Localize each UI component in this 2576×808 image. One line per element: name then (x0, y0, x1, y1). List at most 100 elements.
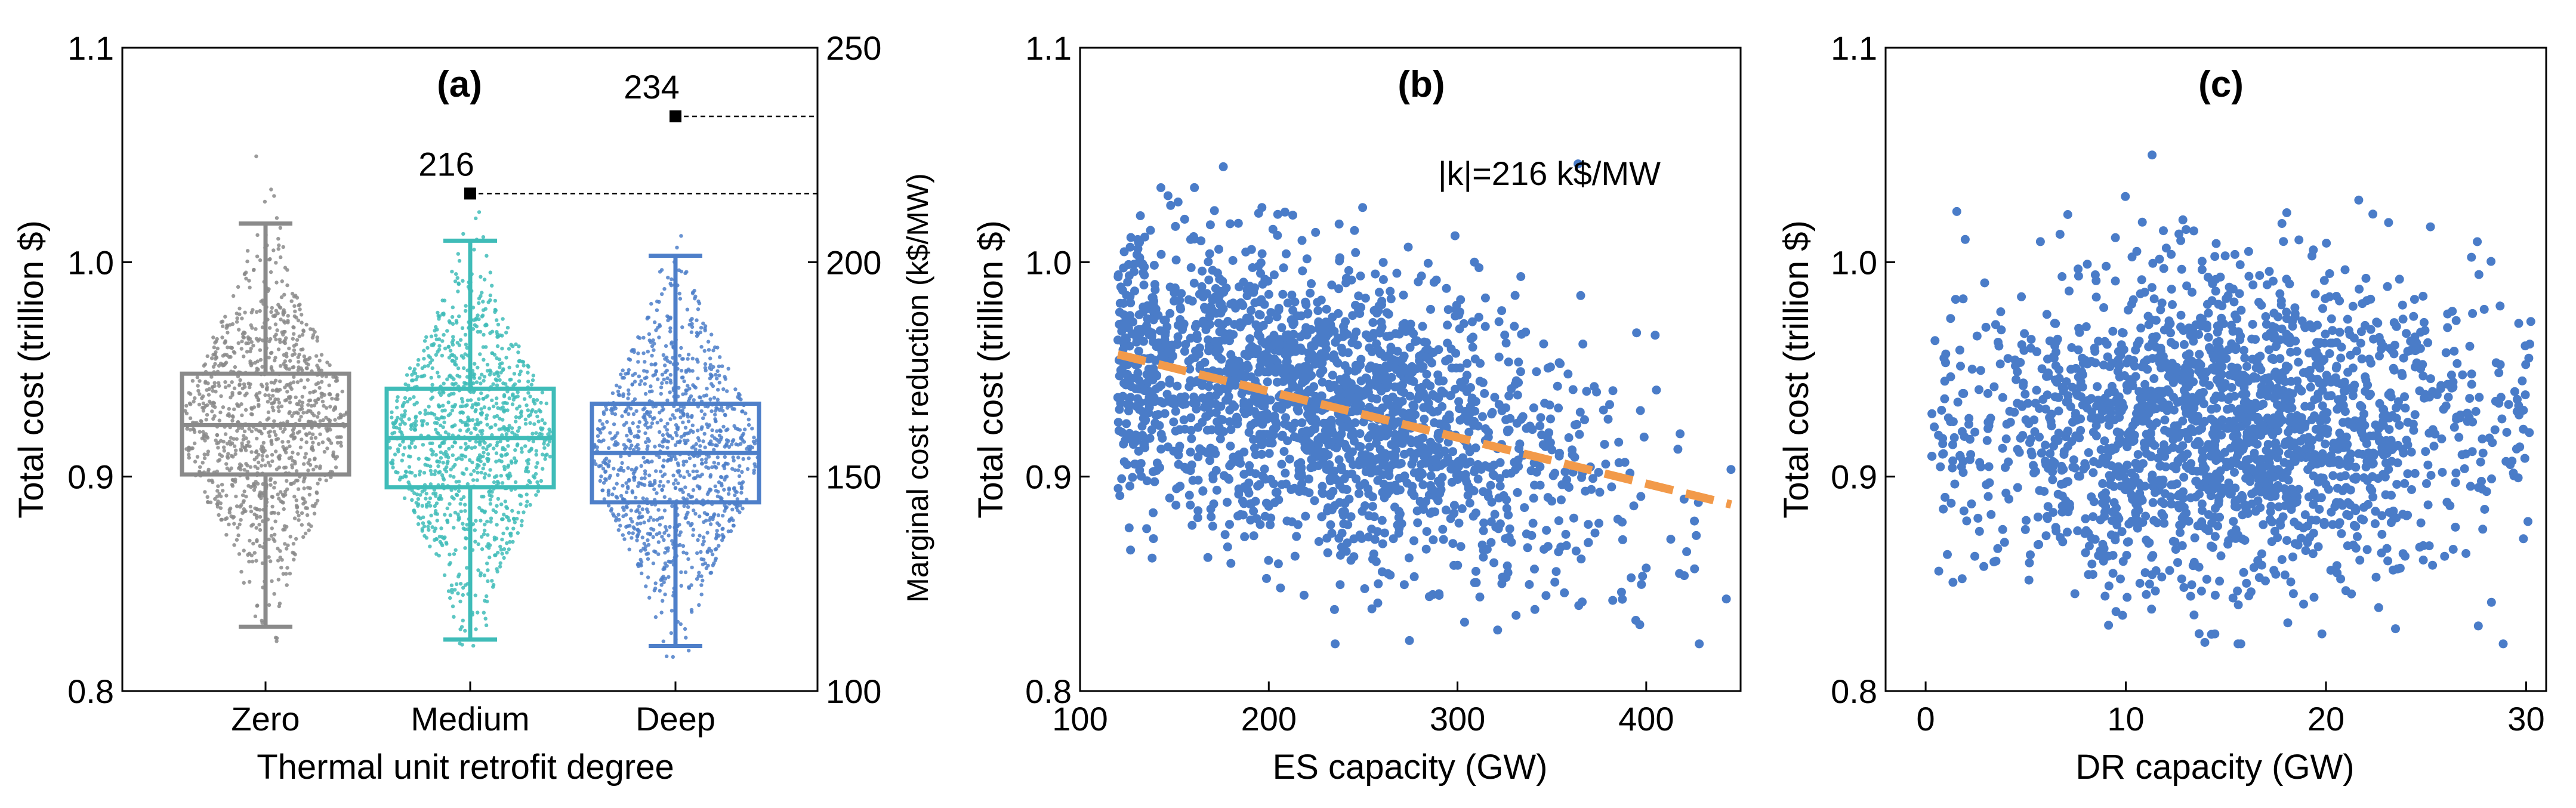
scatter-point (1568, 385, 1578, 394)
jitter-point (609, 507, 614, 511)
scatter-point (1160, 409, 1170, 418)
scatter-point (1386, 343, 1396, 352)
jitter-point (634, 495, 638, 500)
jitter-point (702, 394, 707, 398)
scatter-point (1280, 207, 1289, 217)
scatter-point (1466, 334, 1476, 344)
jitter-point (492, 475, 497, 479)
jitter-point (277, 602, 282, 606)
jitter-point (501, 367, 505, 371)
jitter-point (626, 371, 630, 375)
jitter-point (642, 369, 646, 373)
jitter-point (523, 444, 527, 448)
scatter-point (1367, 393, 1377, 403)
scatter-point (1424, 592, 1434, 602)
jitter-point (701, 321, 705, 326)
jitter-point (278, 556, 282, 560)
jitter-point (279, 490, 283, 494)
jitter-point (705, 550, 709, 554)
jitter-point (423, 408, 427, 412)
jitter-point (312, 403, 316, 408)
jitter-point (461, 522, 465, 526)
jitter-point (205, 452, 210, 457)
jitter-point (641, 496, 645, 501)
jitter-point (685, 412, 690, 417)
jitter-point (268, 464, 272, 468)
jitter-point (645, 447, 649, 451)
jitter-point (285, 283, 289, 288)
jitter-point (627, 438, 631, 442)
jitter-point (441, 425, 445, 429)
jitter-point (303, 531, 308, 536)
scatter-point (1497, 306, 1507, 316)
jitter-point (485, 394, 490, 398)
jitter-point (705, 512, 709, 517)
scatter-point (1351, 248, 1361, 257)
jitter-point (267, 537, 271, 542)
jitter-point (302, 486, 306, 491)
jitter-point (403, 409, 408, 414)
jitter-point (680, 375, 684, 380)
x-tick-label: Zero (231, 700, 300, 738)
jitter-point (630, 443, 634, 448)
jitter-point (642, 520, 646, 525)
jitter-point (307, 492, 311, 497)
jitter-point (716, 387, 720, 392)
jitter-point (650, 353, 654, 358)
jitter-point (735, 504, 739, 508)
scatter-point (1726, 465, 1736, 474)
jitter-point (646, 557, 650, 561)
scatter-point (1575, 408, 1585, 417)
jitter-point (300, 523, 304, 527)
jitter-point (721, 514, 725, 518)
jitter-point (456, 591, 460, 596)
jitter-point (515, 364, 520, 368)
jitter-point (273, 433, 278, 437)
jitter-point (285, 583, 289, 587)
jitter-point (517, 404, 522, 409)
jitter-point (503, 499, 507, 504)
scatter-point (1553, 381, 1562, 391)
jitter-point (433, 509, 438, 513)
jitter-point (494, 402, 499, 406)
jitter-point (723, 413, 727, 418)
jitter-point (213, 352, 217, 356)
jitter-point (654, 369, 658, 374)
jitter-point (328, 427, 332, 432)
scatter-point (1226, 559, 1236, 568)
jitter-point (217, 418, 221, 422)
jitter-point (217, 513, 221, 517)
jitter-point (517, 425, 522, 430)
jitter-point (495, 396, 499, 400)
jitter-point (306, 468, 310, 473)
jitter-point (713, 409, 718, 413)
jitter-point (276, 578, 280, 582)
jitter-point (520, 450, 524, 454)
jitter-point (686, 353, 691, 357)
jitter-point (269, 511, 273, 515)
jitter-point (473, 422, 477, 427)
jitter-point (313, 389, 317, 393)
scatter-point (1142, 321, 1151, 331)
jitter-point (643, 483, 647, 487)
jitter-point (267, 555, 271, 559)
jitter-point (476, 542, 480, 547)
jitter-point (516, 510, 520, 514)
scatter-point (1282, 516, 1292, 526)
jitter-point (476, 458, 480, 462)
jitter-point (502, 448, 507, 452)
jitter-point (456, 515, 461, 519)
jitter-point (526, 408, 530, 412)
jitter-point (260, 561, 265, 565)
jitter-point (430, 395, 435, 400)
scatter-point (1377, 386, 1386, 396)
jitter-point (643, 360, 647, 364)
scatter-point (1346, 512, 1356, 522)
jitter-point (232, 444, 237, 448)
scatter-point (1352, 474, 1361, 484)
jitter-point (661, 484, 666, 488)
jitter-point (665, 376, 670, 380)
jitter-point (322, 449, 327, 454)
jitter-point (307, 431, 311, 436)
jitter-point (312, 511, 317, 516)
